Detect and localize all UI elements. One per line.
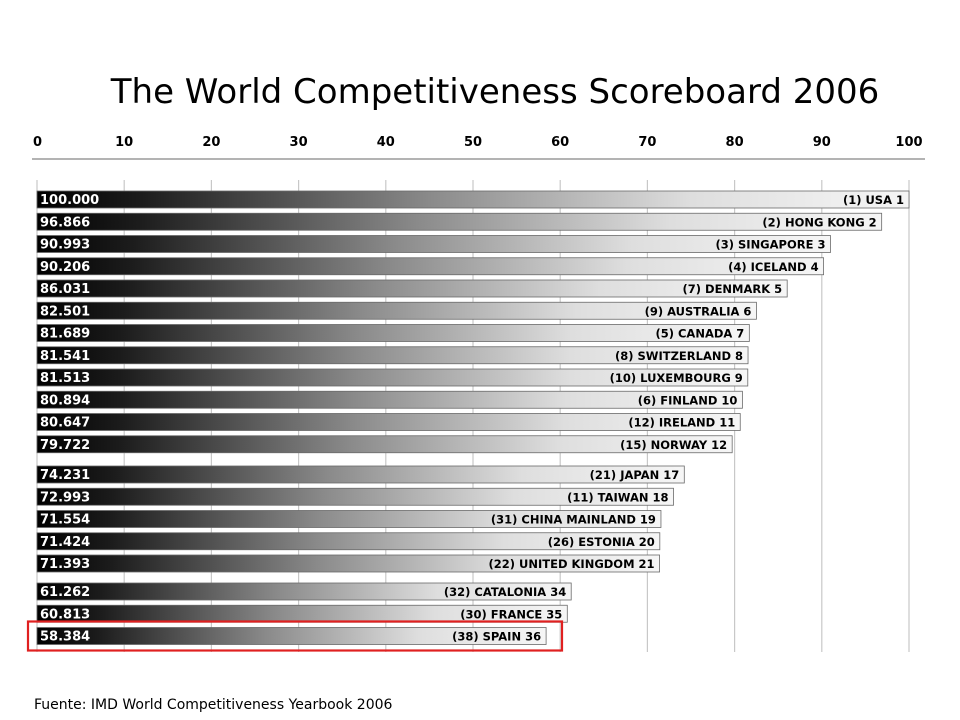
bar-country-label: (38) SPAIN 36 bbox=[452, 630, 541, 644]
bar-country-label: (4) ICELAND 4 bbox=[728, 260, 819, 274]
bar-value-label: 81.541 bbox=[40, 349, 90, 364]
bar bbox=[36, 532, 661, 551]
bar bbox=[36, 346, 749, 365]
source-note: Fuente: IMD World Competitiveness Yearbo… bbox=[34, 697, 393, 713]
bar-value-label: 71.424 bbox=[40, 535, 90, 550]
x-tick-label: 90 bbox=[813, 135, 831, 150]
bar-value-label: 96.866 bbox=[40, 215, 90, 230]
bar-value-label: 80.647 bbox=[40, 416, 90, 431]
x-axis-ticks: 0 10 20 30 40 50 60 70 80 90 100 bbox=[32, 135, 925, 160]
bar-country-label: (9) AUSTRALIA 6 bbox=[645, 304, 752, 318]
bar-country-label: (7) DENMARK 5 bbox=[683, 282, 783, 296]
bar bbox=[36, 627, 547, 645]
bar-value-label: 86.031 bbox=[40, 282, 90, 297]
bar bbox=[36, 212, 883, 231]
bar-chart: 0 10 20 30 40 50 60 70 80 90 100 100.000 (1) USA 1 9… bbox=[26, 135, 925, 652]
bar-country-label: (1) USA 1 bbox=[843, 193, 904, 207]
bar-value-label: 74.231 bbox=[40, 468, 90, 483]
bar-value-label: 81.513 bbox=[40, 371, 90, 386]
bar bbox=[36, 435, 733, 454]
bar-country-label: (5) CANADA 7 bbox=[655, 327, 744, 341]
bar-value-label: 58.384 bbox=[40, 630, 90, 645]
bar bbox=[36, 413, 741, 431]
bar bbox=[36, 487, 674, 506]
bar bbox=[36, 235, 831, 253]
bar-value-label: 71.393 bbox=[40, 557, 90, 572]
bar-country-label: (31) CHINA MAINLAND 19 bbox=[491, 513, 656, 527]
bar-country-label: (11) TAIWAN 18 bbox=[567, 490, 668, 504]
x-tick-label: 70 bbox=[638, 135, 656, 150]
bar-value-label: 60.813 bbox=[40, 607, 90, 622]
bar bbox=[36, 368, 749, 387]
bar bbox=[36, 582, 572, 601]
bar-country-label: (21) JAPAN 17 bbox=[590, 468, 680, 482]
bar-value-label: 90.993 bbox=[40, 238, 90, 253]
bar-value-label: 100.000 bbox=[40, 193, 99, 208]
bar-value-label: 82.501 bbox=[40, 304, 90, 319]
bar-value-label: 71.554 bbox=[40, 513, 90, 528]
bar bbox=[36, 390, 743, 409]
bar-value-label: 61.262 bbox=[40, 585, 90, 600]
bar bbox=[36, 301, 757, 320]
bar bbox=[36, 279, 788, 298]
bar bbox=[36, 257, 824, 276]
x-tick-label: 10 bbox=[115, 135, 133, 150]
x-tick-label: 30 bbox=[290, 135, 308, 150]
highlight-box bbox=[26, 620, 564, 652]
bar bbox=[36, 510, 662, 528]
bar-country-label: (30) FRANCE 35 bbox=[460, 607, 562, 621]
bar-value-label: 90.206 bbox=[40, 260, 90, 275]
bar-value-label: 79.722 bbox=[40, 438, 90, 453]
bar-country-label: (10) LUXEMBOURG 9 bbox=[610, 371, 743, 385]
bar bbox=[36, 190, 910, 209]
bar-country-label: (15) NORWAY 12 bbox=[620, 438, 727, 452]
x-tick-label: 50 bbox=[464, 135, 482, 150]
bars: 100.000 (1) USA 1 96.866 (2) HONG KONG 2 90.… bbox=[26, 190, 910, 652]
bar-country-label: (2) HONG KONG 2 bbox=[762, 215, 876, 229]
bar bbox=[36, 465, 685, 484]
bar-country-label: (12) IRELAND 11 bbox=[628, 416, 735, 430]
bar-country-label: (8) SWITZERLAND 8 bbox=[615, 349, 743, 363]
bar-value-label: 80.894 bbox=[40, 393, 90, 408]
x-tick-label: 60 bbox=[551, 135, 569, 150]
bar-country-label: (22) UNITED KINGDOM 21 bbox=[489, 557, 655, 571]
x-tick-label: 100 bbox=[895, 135, 922, 150]
x-tick-label: 40 bbox=[377, 135, 395, 150]
x-tick-label: 20 bbox=[202, 135, 220, 150]
bar bbox=[36, 554, 660, 573]
x-tick-label: 0 bbox=[33, 135, 42, 150]
bar-value-label: 81.689 bbox=[40, 327, 90, 342]
bar bbox=[36, 324, 750, 342]
bar-country-label: (3) SINGAPORE 3 bbox=[715, 238, 825, 252]
chart-title: The World Competitiveness Scoreboard 200… bbox=[110, 72, 880, 112]
x-tick-label: 80 bbox=[726, 135, 744, 150]
bar-country-label: (26) ESTONIA 20 bbox=[548, 535, 655, 549]
bar-value-label: 72.993 bbox=[40, 490, 90, 505]
bar-country-label: (6) FINLAND 10 bbox=[638, 393, 738, 407]
bar-country-label: (32) CATALONIA 34 bbox=[444, 585, 566, 599]
